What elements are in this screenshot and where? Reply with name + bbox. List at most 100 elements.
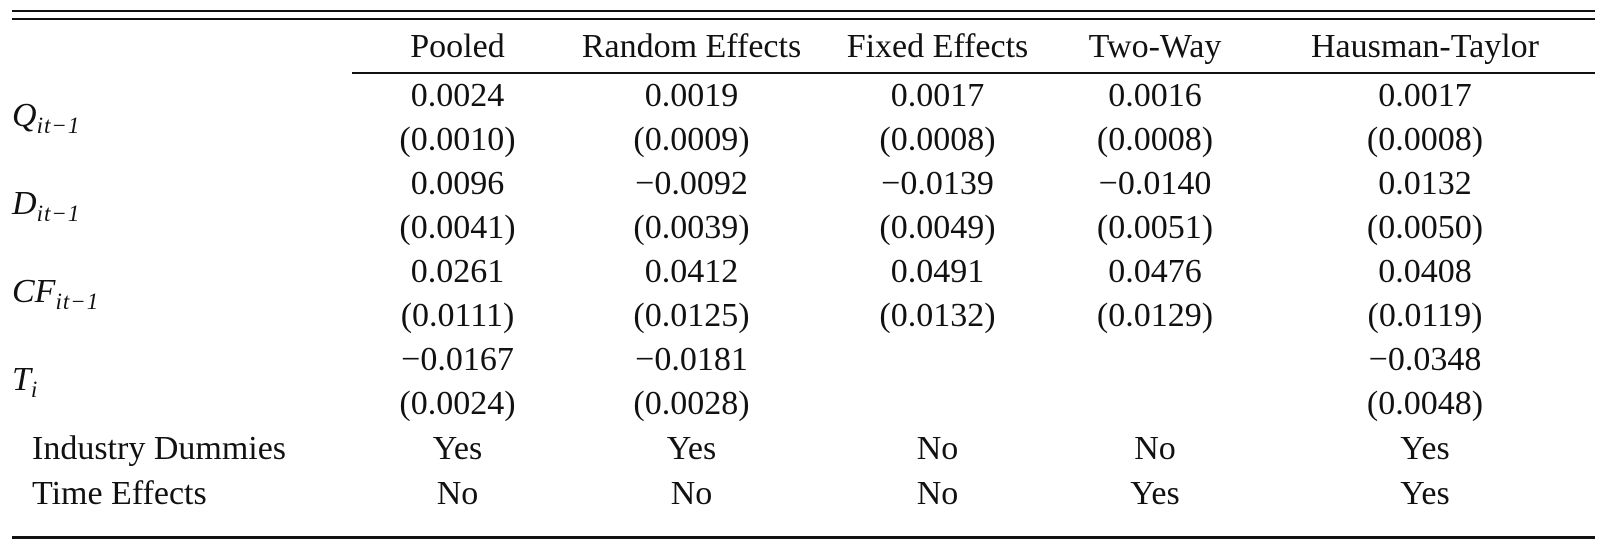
coefficient-value: −0.0348 <box>1368 341 1482 378</box>
header-row: Pooled Random Effects Fixed Effects Two-… <box>12 22 1595 74</box>
standard-error-value: (0.0008) <box>1096 121 1214 158</box>
top-rule-line-1 <box>12 10 1595 12</box>
time-effects-random-effects: No <box>670 474 713 512</box>
coefficient-value: −0.0139 <box>881 165 994 202</box>
standard-error-value: (0.0050) <box>1366 209 1484 246</box>
standard-error-value <box>1055 382 1255 426</box>
cell-q-fixed-effects: 0.0017 (0.0008) <box>820 74 1055 162</box>
coefficient-value: 0.0024 <box>410 77 505 114</box>
header-empty-cell <box>12 22 352 73</box>
var-label-t: Ti <box>12 338 352 426</box>
industry-dummies-pooled: Yes <box>432 429 483 467</box>
cell-q-hausman-taylor: 0.0017 (0.0008) <box>1255 74 1595 162</box>
bottom-rule <box>12 536 1595 539</box>
cell-d-fixed-effects: −0.0139 (0.0049) <box>820 162 1055 250</box>
meta-label-time-effects: Time Effects <box>32 474 207 512</box>
cell-t-random-effects: −0.0181 (0.0028) <box>563 338 820 426</box>
cell-q-random-effects: 0.0019 (0.0009) <box>563 74 820 162</box>
table-row-time-effects: Time Effects No No No Yes Yes <box>12 471 1595 516</box>
time-effects-pooled: No <box>436 474 479 512</box>
cell-cf-random-effects: 0.0412 (0.0125) <box>563 250 820 338</box>
cell-cf-hausman-taylor: 0.0408 (0.0119) <box>1255 250 1595 338</box>
coefficient-value: −0.0181 <box>635 341 748 378</box>
time-effects-two-way: Yes <box>1130 474 1180 512</box>
var-label-cf: CFit−1 <box>12 250 352 338</box>
var-subscript: it−1 <box>36 201 81 226</box>
var-subscript: i <box>30 377 39 402</box>
coefficient-value: 0.0017 <box>890 77 985 114</box>
cell-cf-two-way: 0.0476 (0.0129) <box>1055 250 1255 338</box>
industry-dummies-random-effects: Yes <box>666 429 717 467</box>
column-header-random-effects: Random Effects <box>563 22 820 74</box>
coefficient-value: 0.0096 <box>410 165 505 202</box>
coefficient-value: 0.0261 <box>410 253 505 290</box>
table-row-industry-dummies: Industry Dummies Yes Yes No No Yes <box>12 426 1595 471</box>
column-header-two-way: Two-Way <box>1055 22 1255 74</box>
cell-t-two-way <box>1055 338 1255 426</box>
standard-error-value: (0.0008) <box>1366 121 1484 158</box>
industry-dummies-fixed-effects: No <box>916 429 959 467</box>
table-row-cf: CFit−1 0.0261 (0.0111) 0.0412 (0.0125) 0… <box>12 250 1595 338</box>
cell-t-fixed-effects <box>820 338 1055 426</box>
standard-error-value: (0.0111) <box>400 297 515 334</box>
standard-error-value: (0.0010) <box>399 121 516 158</box>
cell-t-pooled: −0.0167 (0.0024) <box>352 338 563 426</box>
coefficient-value: 0.0476 <box>1108 253 1202 290</box>
cell-cf-fixed-effects: 0.0491 (0.0132) <box>820 250 1055 338</box>
coefficient-value: 0.0016 <box>1108 77 1202 114</box>
top-double-rule <box>12 10 1595 20</box>
coefficient-value <box>1055 338 1255 382</box>
var-symbol: T <box>12 361 31 398</box>
cell-d-two-way: −0.0140 (0.0051) <box>1055 162 1255 250</box>
standard-error-value: (0.0008) <box>879 121 996 158</box>
coefficient-value: 0.0132 <box>1378 165 1472 202</box>
coefficient-value: 0.0491 <box>890 253 985 290</box>
standard-error-value: (0.0051) <box>1096 209 1214 246</box>
coefficient-value: −0.0140 <box>1098 165 1212 202</box>
standard-error-value: (0.0119) <box>1367 297 1483 334</box>
standard-error-value: (0.0129) <box>1096 297 1214 334</box>
var-symbol: D <box>12 185 37 222</box>
cell-t-hausman-taylor: −0.0348 (0.0048) <box>1255 338 1595 426</box>
table-row-d: Dit−1 0.0096 (0.0041) −0.0092 (0.0039) −… <box>12 162 1595 250</box>
time-effects-fixed-effects: No <box>916 474 959 512</box>
cell-q-pooled: 0.0024 (0.0010) <box>352 74 563 162</box>
industry-dummies-hausman-taylor: Yes <box>1400 429 1450 467</box>
coefficient-value: −0.0092 <box>635 165 748 202</box>
var-symbol: Q <box>12 96 37 134</box>
regression-results-table: Pooled Random Effects Fixed Effects Two-… <box>12 22 1595 516</box>
var-subscript: it−1 <box>36 112 81 138</box>
coefficient-value: 0.0408 <box>1378 253 1472 290</box>
table-row-t: Ti −0.0167 (0.0024) −0.0181 (0.0028) <box>12 338 1595 426</box>
var-label-q: Qit−1 <box>12 73 352 162</box>
standard-error-value: (0.0041) <box>399 209 516 246</box>
standard-error-value <box>820 382 1055 426</box>
coefficient-value: 0.0019 <box>644 77 739 114</box>
var-symbol: CF <box>12 273 56 310</box>
standard-error-value: (0.0048) <box>1366 385 1484 422</box>
var-subscript: it−1 <box>55 289 100 314</box>
cell-cf-pooled: 0.0261 (0.0111) <box>352 250 563 338</box>
column-header-pooled: Pooled <box>352 22 563 74</box>
coefficient-value <box>820 338 1055 382</box>
coefficient-value: 0.0017 <box>1378 77 1472 114</box>
time-effects-hausman-taylor: Yes <box>1400 474 1450 512</box>
industry-dummies-two-way: No <box>1134 429 1176 467</box>
standard-error-value: (0.0039) <box>633 209 750 246</box>
standard-error-value: (0.0125) <box>633 297 750 334</box>
standard-error-value: (0.0028) <box>633 385 750 422</box>
meta-label-industry-dummies: Industry Dummies <box>32 429 287 467</box>
coefficient-value: 0.0412 <box>644 253 739 290</box>
cell-d-random-effects: −0.0092 (0.0039) <box>563 162 820 250</box>
standard-error-value: (0.0009) <box>633 121 750 158</box>
coefficient-value: −0.0167 <box>401 341 514 378</box>
column-header-fixed-effects: Fixed Effects <box>820 22 1055 74</box>
standard-error-value: (0.0049) <box>879 209 996 246</box>
regression-table-wrapper: Pooled Random Effects Fixed Effects Two-… <box>12 10 1595 539</box>
var-label-d: Dit−1 <box>12 162 352 250</box>
cell-d-hausman-taylor: 0.0132 (0.0050) <box>1255 162 1595 250</box>
standard-error-value: (0.0132) <box>879 297 996 334</box>
column-header-hausman-taylor: Hausman-Taylor <box>1255 22 1595 74</box>
cell-q-two-way: 0.0016 (0.0008) <box>1055 74 1255 162</box>
